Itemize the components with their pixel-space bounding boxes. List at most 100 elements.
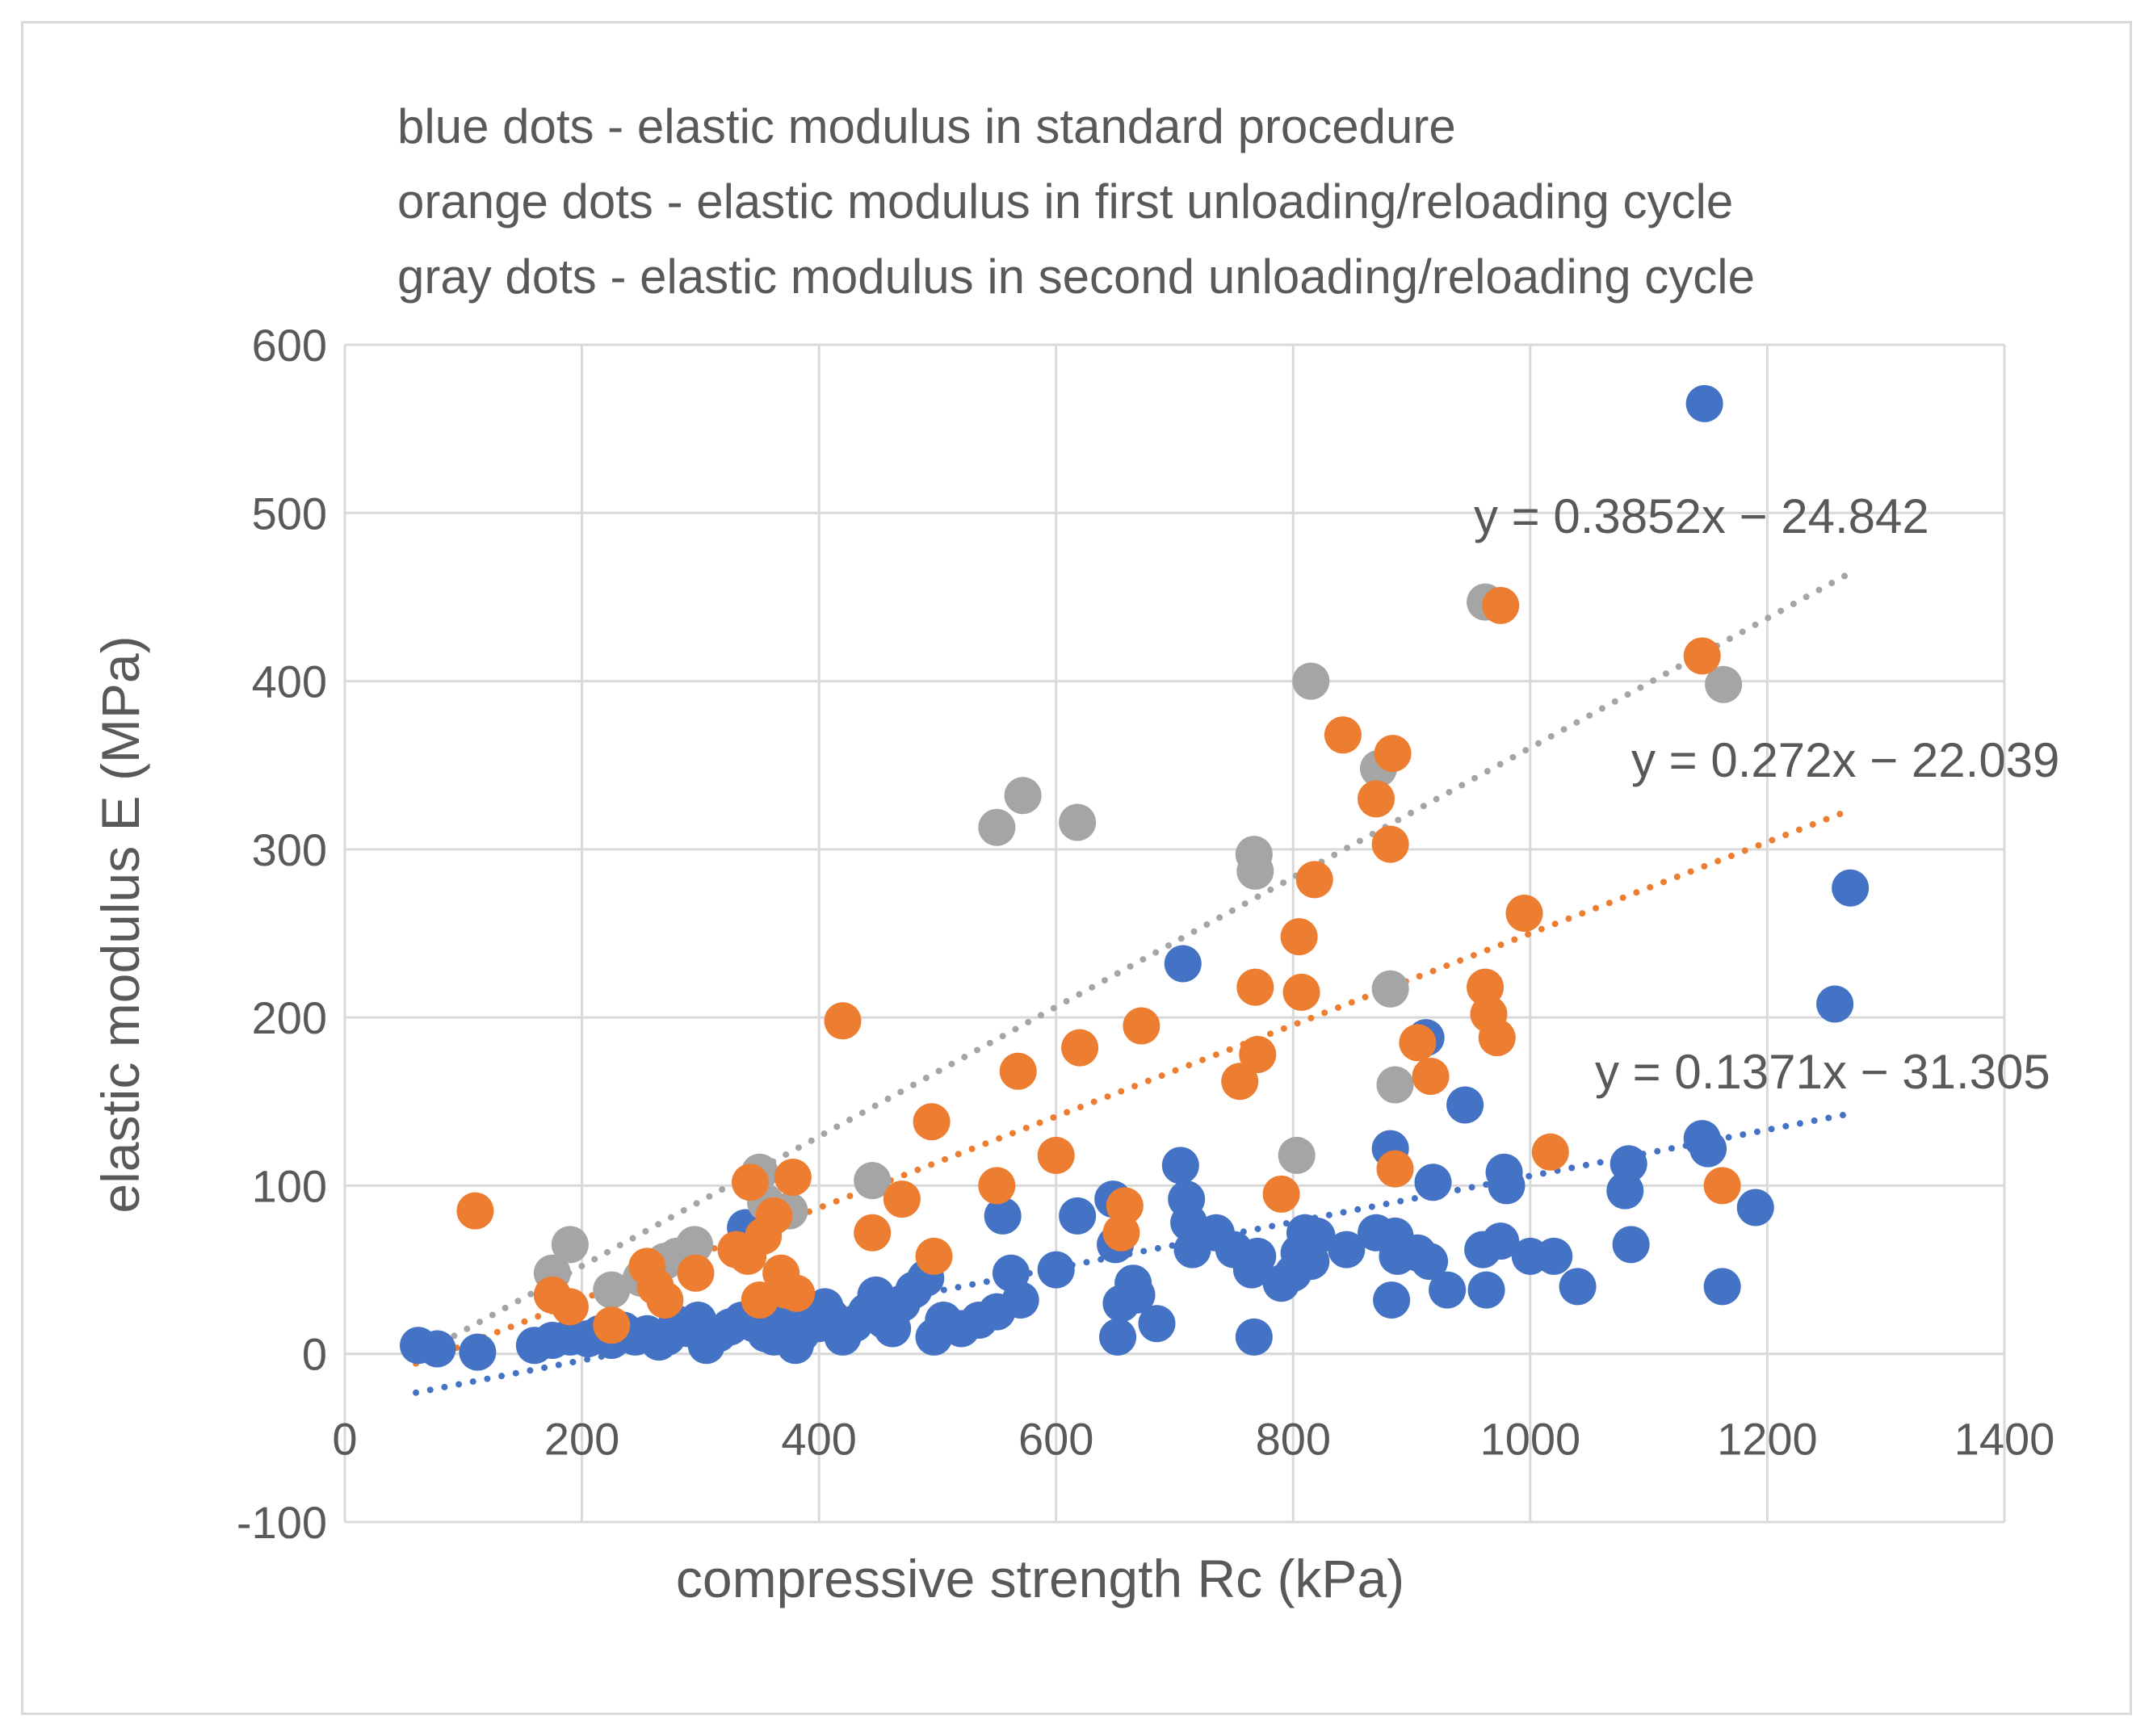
y-axis-title: elastic modulus E (MPa) [90,635,150,1213]
data-point [1298,1217,1336,1255]
annotation-orange-dots: orange dots - elastic modulus in first u… [397,174,1734,229]
data-point [1239,1237,1277,1275]
data-point [1411,1243,1449,1281]
data-point [1280,918,1318,956]
data-point [1446,1086,1484,1124]
data-point [1371,970,1409,1008]
data-point [1161,1147,1199,1185]
data-point [593,1271,631,1309]
data-point [999,1052,1037,1090]
data-point [1531,1133,1569,1171]
data-point [1292,662,1330,700]
trendline-equation-0: y = 0.1371x − 31.305 [1595,1045,2050,1099]
y-tick-label: -100 [237,1497,327,1548]
y-tick-label: 600 [252,320,327,371]
data-point [1482,1222,1520,1260]
data-point [854,1214,892,1252]
data-point [1037,1136,1075,1174]
x-tick-label: 200 [544,1414,619,1465]
data-point [913,1103,951,1141]
data-point [1262,1175,1300,1213]
data-point [1295,861,1333,899]
data-point [1399,1024,1437,1062]
y-tick-label: 0 [302,1329,327,1380]
y-tick-label: 200 [252,992,327,1043]
x-tick-label: 0 [332,1414,357,1465]
data-point [677,1254,715,1292]
data-point [1061,1029,1099,1067]
data-point [774,1159,812,1197]
data-points [400,384,1870,1371]
data-point [456,1192,494,1230]
data-point [1138,1305,1176,1343]
data-point [593,1306,631,1344]
series-1-points [456,586,1741,1344]
data-point [551,1288,589,1326]
data-point [1374,735,1412,773]
y-tick-label: 500 [252,488,327,539]
data-point [551,1226,589,1264]
data-point [1482,586,1520,624]
data-point [1703,1167,1741,1205]
data-point [1412,1058,1450,1096]
series-2-points [533,583,1743,1309]
series-0-points [400,384,1870,1371]
trendline-equation-1: y = 0.272x − 22.039 [1631,733,2059,787]
data-point [1689,1130,1727,1168]
data-point [1373,1281,1411,1319]
data-point [915,1237,953,1275]
data-point [824,1002,862,1040]
data-point [1123,1007,1160,1045]
trendlines [413,569,1854,1396]
data-point [1376,1150,1414,1188]
data-point [1328,1231,1366,1268]
x-tick-label: 1400 [1954,1414,2055,1465]
x-tick-label: 600 [1018,1414,1093,1465]
chart-frame [21,21,2132,1715]
data-point [1004,777,1042,815]
data-point [1736,1189,1774,1227]
data-point [1612,1226,1650,1264]
data-point [1324,716,1362,754]
data-point [1505,895,1543,933]
x-tick-label: 400 [781,1414,856,1465]
data-point [1703,1268,1741,1306]
data-point [1535,1237,1573,1275]
data-point [1816,985,1854,1023]
data-point [1414,1164,1452,1201]
data-point [984,1197,1022,1235]
y-tick-label: 300 [252,824,327,875]
gridlines [343,343,2006,1524]
data-point [1239,1035,1277,1073]
trendline-series-1 [413,807,1854,1367]
data-point [883,1180,921,1218]
y-tick-label: 100 [252,1160,327,1211]
data-point [1683,637,1721,675]
data-point [1559,1268,1597,1306]
annotation-blue-dots: blue dots - elastic modulus in standard … [397,99,1456,153]
data-point [1059,1197,1097,1235]
x-axis-title: compressive strength Rc (kPa) [676,1549,1404,1608]
data-point [646,1281,684,1319]
data-point [1037,1251,1075,1289]
data-point [459,1333,497,1371]
data-point [1478,1019,1516,1057]
data-point [1832,869,1870,907]
data-point [1685,384,1723,422]
data-point [1221,1063,1259,1101]
data-point [1236,852,1274,890]
data-point [1429,1271,1467,1309]
data-point [1705,665,1743,703]
data-point [978,1167,1016,1205]
data-point [1282,973,1320,1011]
x-tick-label: 800 [1256,1414,1331,1465]
data-point [1371,825,1409,863]
data-point [1278,1136,1316,1174]
data-point [1001,1281,1039,1319]
y-tick-label: 400 [252,656,327,707]
trendline-equation-2: y = 0.3852x − 24.842 [1474,489,1929,543]
data-point [1164,945,1202,983]
trendline-equations: y = 0.1371x − 31.305 y = 0.272x − 22.039 y… [1474,489,2059,1099]
